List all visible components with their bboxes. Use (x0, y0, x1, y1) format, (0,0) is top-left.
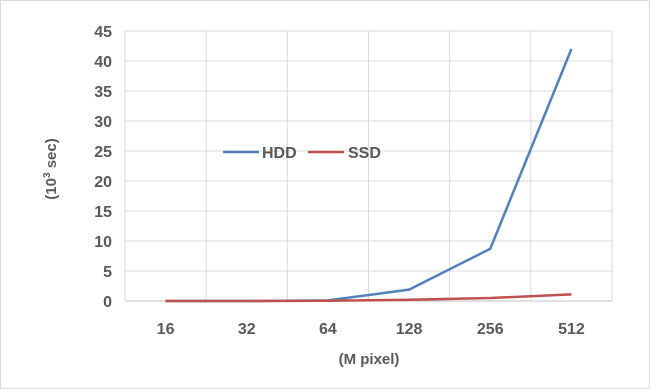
y-tick-label: 10 (94, 234, 112, 251)
y-tick-label: 5 (103, 264, 112, 281)
y-tick-label: 15 (94, 204, 112, 221)
x-tick-label: 32 (238, 321, 256, 338)
x-axis-title: (M pixel) (339, 351, 400, 368)
legend-hdd-label: HDD (262, 145, 297, 162)
y-tick-label: 35 (94, 84, 112, 101)
y-tick-label: 45 (94, 24, 112, 41)
y-tick-label: 20 (94, 174, 112, 191)
y-tick-label: 30 (94, 114, 112, 131)
x-tick-label: 64 (319, 321, 337, 338)
y-axis-ticks: 0 5 10 15 20 25 30 35 40 45 (94, 24, 112, 311)
legend: HDD SSD (223, 145, 381, 162)
x-tick-label: 128 (396, 321, 423, 338)
y-axis-title: (103 sec) (42, 138, 60, 199)
y-tick-label: 0 (103, 294, 112, 311)
y-tick-label: 40 (94, 54, 112, 71)
series-lines (165, 48, 573, 303)
x-tick-label: 256 (477, 321, 504, 338)
x-axis-ticks: 16 32 64 128 256 512 (157, 321, 585, 338)
gridlines (124, 30, 613, 302)
series-line-ssd (165, 293, 572, 303)
x-tick-label: 512 (558, 321, 585, 338)
legend-ssd-label: SSD (348, 145, 381, 162)
x-tick-label: 16 (157, 321, 175, 338)
y-tick-label: 25 (94, 144, 112, 161)
